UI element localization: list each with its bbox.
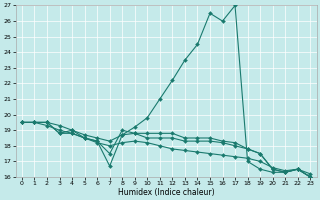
X-axis label: Humidex (Indice chaleur): Humidex (Indice chaleur) <box>118 188 214 197</box>
